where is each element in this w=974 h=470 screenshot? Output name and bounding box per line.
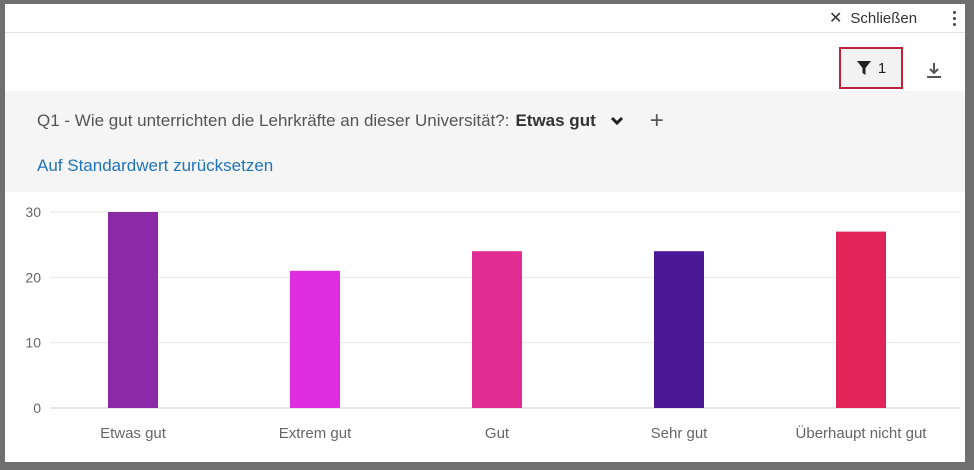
download-button[interactable] — [923, 59, 945, 81]
bar-0[interactable] — [108, 212, 158, 408]
bar-2[interactable] — [472, 251, 522, 408]
bar-1[interactable] — [290, 270, 340, 408]
funnel-icon — [856, 61, 871, 75]
filter-panel: Q1 - Wie gut unterrichten die Lehrkräfte… — [5, 91, 965, 192]
filter-question: Q1 - Wie gut unterrichten die Lehrkräfte… — [37, 111, 510, 130]
bar-chart: 0 10 20 30 Etwas gut Extrem gut Gut Sehr gut Übe… — [25, 204, 960, 442]
reset-to-default-link[interactable]: Auf Standardwert zurücksetzen — [37, 156, 274, 175]
more-vertical-icon — [952, 10, 956, 14]
close-button[interactable]: ✕ Schließen — [829, 8, 917, 28]
more-options-button[interactable] — [947, 7, 961, 29]
close-label: Schließen — [850, 9, 918, 27]
x-tick-label: Extrem gut — [279, 425, 352, 442]
y-tick-label: 0 — [33, 400, 41, 416]
y-tick-label: 10 — [25, 335, 41, 351]
filter-button[interactable]: 1 — [839, 47, 903, 89]
bar-4[interactable] — [836, 231, 886, 408]
close-icon: ✕ — [829, 10, 843, 27]
top-bar: ✕ Schließen — [5, 4, 965, 33]
x-tick-label: Gut — [485, 425, 510, 442]
x-tick-label: Etwas gut — [100, 425, 167, 442]
y-tick-label: 30 — [25, 204, 41, 220]
add-filter-button[interactable]: + — [649, 107, 664, 134]
x-tick-label: Überhaupt nicht gut — [796, 424, 928, 442]
filter-row: Q1 - Wie gut unterrichten die Lehrkräfte… — [37, 109, 664, 133]
y-tick-label: 20 — [25, 269, 41, 285]
download-icon — [927, 63, 941, 78]
filter-count: 1 — [877, 59, 887, 77]
filter-value-select[interactable]: Etwas gut — [515, 111, 596, 130]
x-tick-label: Sehr gut — [651, 425, 709, 442]
bar-3[interactable] — [654, 251, 704, 408]
chevron-down-icon[interactable] — [610, 116, 624, 126]
chart-window: ✕ Schließen 1 Q1 - Wie gut unterrichten … — [5, 4, 965, 462]
